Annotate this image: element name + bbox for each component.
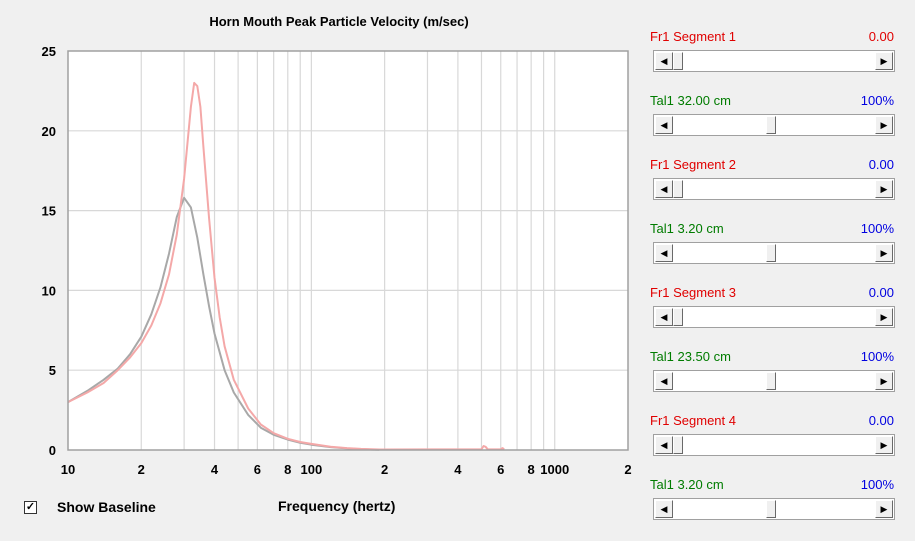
- control-value: 0.00: [868, 413, 894, 428]
- velocity-chart: Horn Mouth Peak Particle Velocity (m/sec…: [42, 14, 632, 477]
- segment-control-7: Fr1 Segment 4 0.00 ◀ ▶: [650, 413, 900, 477]
- x-tick-label: 6: [497, 462, 504, 477]
- y-tick-label: 0: [49, 443, 56, 458]
- control-scrollbar[interactable]: ◀ ▶: [653, 50, 895, 72]
- scroll-thumb[interactable]: [673, 308, 683, 326]
- control-scrollbar[interactable]: ◀ ▶: [653, 370, 895, 392]
- segment-control-6: Tal1 23.50 cm 100% ◀ ▶: [650, 349, 900, 413]
- control-value: 0.00: [868, 29, 894, 44]
- segment-control-1: Fr1 Segment 1 0.00 ◀ ▶: [650, 29, 900, 93]
- scroll-right-arrow-icon[interactable]: ▶: [875, 372, 893, 390]
- scroll-thumb[interactable]: [766, 500, 776, 518]
- control-label: Tal1 3.20 cm: [650, 221, 724, 236]
- control-label: Fr1 Segment 1: [650, 29, 736, 44]
- y-axis-ticks: 0 5 10 15 20 25: [42, 44, 56, 458]
- x-axis-label: Frequency (hertz): [278, 498, 396, 514]
- scroll-right-arrow-icon[interactable]: ▶: [875, 244, 893, 262]
- segment-control-4: Tal1 3.20 cm 100% ◀ ▶: [650, 221, 900, 285]
- control-label: Tal1 23.50 cm: [650, 349, 731, 364]
- control-value: 100%: [860, 93, 894, 108]
- scroll-right-arrow-icon[interactable]: ▶: [875, 52, 893, 70]
- scroll-thumb[interactable]: [766, 116, 776, 134]
- control-label: Fr1 Segment 4: [650, 413, 736, 428]
- show-baseline-toggle[interactable]: ✓ Show Baseline: [24, 497, 156, 517]
- control-scrollbar[interactable]: ◀ ▶: [653, 178, 895, 200]
- control-scrollbar[interactable]: ◀ ▶: [653, 114, 895, 136]
- segment-control-5: Fr1 Segment 3 0.00 ◀ ▶: [650, 285, 900, 349]
- control-label-row: Fr1 Segment 3 0.00: [650, 285, 894, 301]
- control-value: 100%: [860, 221, 894, 236]
- scroll-left-arrow-icon[interactable]: ◀: [655, 372, 673, 390]
- y-tick-label: 5: [49, 363, 56, 378]
- control-scrollbar[interactable]: ◀ ▶: [653, 242, 895, 264]
- control-label: Tal1 3.20 cm: [650, 477, 724, 492]
- scroll-thumb[interactable]: [673, 180, 683, 198]
- plot-area: [67, 50, 629, 451]
- control-label-row: Tal1 32.00 cm 100%: [650, 93, 894, 109]
- control-label-row: Fr1 Segment 2 0.00: [650, 157, 894, 173]
- scroll-right-arrow-icon[interactable]: ▶: [875, 308, 893, 326]
- scroll-right-arrow-icon[interactable]: ▶: [875, 436, 893, 454]
- control-label-row: Tal1 3.20 cm 100%: [650, 221, 894, 237]
- show-baseline-checkbox[interactable]: ✓: [24, 500, 37, 514]
- control-value: 0.00: [868, 285, 894, 300]
- control-value: 0.00: [868, 157, 894, 172]
- segment-control-2: Tal1 32.00 cm 100% ◀ ▶: [650, 93, 900, 157]
- control-scrollbar[interactable]: ◀ ▶: [653, 306, 895, 328]
- x-tick-label: 4: [454, 462, 462, 477]
- x-tick-label: 10: [61, 462, 75, 477]
- x-tick-label: 2: [138, 462, 145, 477]
- segment-control-8: Tal1 3.20 cm 100% ◀ ▶: [650, 477, 900, 541]
- y-tick-label: 15: [42, 204, 56, 219]
- control-label-row: Tal1 3.20 cm 100%: [650, 477, 894, 493]
- scroll-left-arrow-icon[interactable]: ◀: [655, 180, 673, 198]
- scroll-thumb[interactable]: [673, 52, 683, 70]
- scroll-left-arrow-icon[interactable]: ◀: [655, 52, 673, 70]
- x-axis-ticks: 10 2 4 6 8 100 2 4 6 8 1000 2: [61, 462, 632, 477]
- scroll-left-arrow-icon[interactable]: ◀: [655, 308, 673, 326]
- x-tick-label: 2: [624, 462, 631, 477]
- show-baseline-label: Show Baseline: [57, 499, 156, 515]
- scroll-left-arrow-icon[interactable]: ◀: [655, 500, 673, 518]
- x-tick-label: 1000: [540, 462, 569, 477]
- segment-control-panel: Fr1 Segment 1 0.00 ◀ ▶ Tal1 32.00 cm 100% ◀ ▶ Fr…: [650, 29, 900, 541]
- control-scrollbar[interactable]: ◀ ▶: [653, 434, 895, 456]
- x-tick-label: 4: [211, 462, 219, 477]
- y-tick-label: 10: [42, 283, 56, 298]
- x-tick-label: 8: [284, 462, 291, 477]
- y-tick-label: 20: [42, 124, 56, 139]
- control-label: Tal1 32.00 cm: [650, 93, 731, 108]
- x-tick-label: 6: [254, 462, 261, 477]
- scroll-right-arrow-icon[interactable]: ▶: [875, 180, 893, 198]
- x-tick-label: 100: [301, 462, 323, 477]
- chart-title: Horn Mouth Peak Particle Velocity (m/sec…: [209, 14, 468, 29]
- control-label: Fr1 Segment 3: [650, 285, 736, 300]
- scroll-thumb[interactable]: [766, 244, 776, 262]
- scroll-thumb[interactable]: [766, 372, 776, 390]
- control-value: 100%: [860, 477, 894, 492]
- scroll-left-arrow-icon[interactable]: ◀: [655, 116, 673, 134]
- scroll-thumb[interactable]: [673, 436, 683, 454]
- scroll-right-arrow-icon[interactable]: ▶: [875, 500, 893, 518]
- control-label-row: Tal1 23.50 cm 100%: [650, 349, 894, 365]
- control-value: 100%: [860, 349, 894, 364]
- control-label-row: Fr1 Segment 4 0.00: [650, 413, 894, 429]
- grid-lines: [68, 51, 628, 450]
- scroll-left-arrow-icon[interactable]: ◀: [655, 244, 673, 262]
- control-scrollbar[interactable]: ◀ ▶: [653, 498, 895, 520]
- scroll-right-arrow-icon[interactable]: ▶: [875, 116, 893, 134]
- x-tick-label: 8: [528, 462, 535, 477]
- x-tick-label: 2: [381, 462, 388, 477]
- segment-control-3: Fr1 Segment 2 0.00 ◀ ▶: [650, 157, 900, 221]
- control-label-row: Fr1 Segment 1 0.00: [650, 29, 894, 45]
- scroll-left-arrow-icon[interactable]: ◀: [655, 436, 673, 454]
- control-label: Fr1 Segment 2: [650, 157, 736, 172]
- y-tick-label: 25: [42, 44, 56, 59]
